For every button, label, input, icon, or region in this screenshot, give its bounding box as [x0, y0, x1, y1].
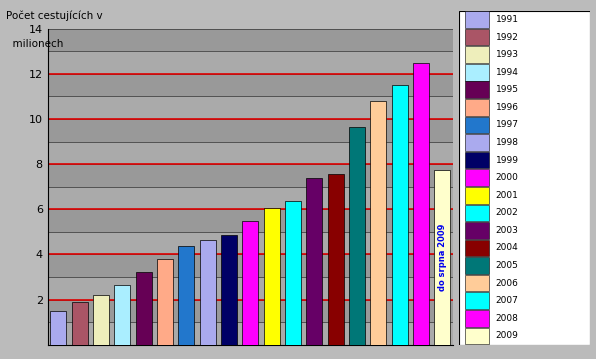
Bar	[200, 240, 216, 345]
Text: 2008: 2008	[496, 314, 519, 323]
FancyBboxPatch shape	[465, 240, 489, 256]
Bar	[48, 6, 453, 29]
Bar	[48, 119, 453, 141]
FancyBboxPatch shape	[465, 11, 489, 28]
Bar	[48, 209, 453, 232]
Bar	[48, 29, 453, 51]
Text: 2007: 2007	[496, 296, 519, 305]
Text: 1993: 1993	[496, 50, 519, 59]
Bar	[48, 141, 453, 164]
Text: 1992: 1992	[496, 33, 519, 42]
FancyBboxPatch shape	[459, 11, 590, 345]
Bar	[72, 302, 88, 345]
FancyBboxPatch shape	[465, 327, 489, 344]
Text: Počet cestujících v: Počet cestujících v	[6, 11, 103, 21]
Bar	[328, 174, 344, 345]
Text: 2006: 2006	[496, 279, 519, 288]
Text: 1997: 1997	[496, 121, 519, 130]
FancyBboxPatch shape	[465, 152, 489, 168]
Text: 2000: 2000	[496, 173, 519, 182]
Bar	[48, 74, 453, 97]
Bar	[285, 201, 301, 345]
Bar	[178, 247, 194, 345]
Bar	[48, 51, 453, 74]
Bar	[306, 178, 322, 345]
FancyBboxPatch shape	[465, 310, 489, 327]
Bar	[221, 235, 237, 345]
Bar	[114, 285, 131, 345]
FancyBboxPatch shape	[465, 257, 489, 274]
Text: 1991: 1991	[496, 15, 519, 24]
Bar	[434, 170, 451, 345]
Bar	[48, 97, 453, 119]
Bar	[136, 272, 151, 345]
FancyBboxPatch shape	[465, 205, 489, 221]
Text: 1999: 1999	[496, 156, 519, 165]
Bar	[157, 259, 173, 345]
Text: 1998: 1998	[496, 138, 519, 147]
FancyBboxPatch shape	[465, 222, 489, 239]
FancyBboxPatch shape	[465, 275, 489, 292]
Text: milionech: milionech	[6, 39, 63, 50]
Text: 1994: 1994	[496, 68, 519, 77]
Bar	[48, 277, 453, 299]
FancyBboxPatch shape	[465, 81, 489, 98]
Bar	[50, 311, 66, 345]
Bar	[93, 295, 109, 345]
Bar	[48, 164, 453, 187]
Bar	[349, 127, 365, 345]
Text: do srpna 2009: do srpna 2009	[438, 224, 447, 291]
Text: 2001: 2001	[496, 191, 519, 200]
FancyBboxPatch shape	[465, 29, 489, 46]
Text: 2004: 2004	[496, 243, 519, 252]
Text: 1995: 1995	[496, 85, 519, 94]
FancyBboxPatch shape	[465, 134, 489, 151]
Bar	[48, 322, 453, 345]
Bar	[48, 232, 453, 255]
Bar	[263, 208, 280, 345]
Text: 2002: 2002	[496, 208, 519, 217]
FancyBboxPatch shape	[465, 187, 489, 204]
Text: 2009: 2009	[496, 331, 519, 340]
Bar	[48, 299, 453, 322]
Bar	[413, 62, 429, 345]
Bar	[243, 220, 258, 345]
FancyBboxPatch shape	[465, 64, 489, 81]
FancyBboxPatch shape	[465, 46, 489, 63]
FancyBboxPatch shape	[465, 99, 489, 116]
FancyBboxPatch shape	[465, 117, 489, 133]
Text: 1996: 1996	[496, 103, 519, 112]
Text: 2005: 2005	[496, 261, 519, 270]
Bar	[392, 85, 408, 345]
Bar	[48, 255, 453, 277]
FancyBboxPatch shape	[465, 292, 489, 309]
Bar	[370, 101, 386, 345]
Text: 2003: 2003	[496, 226, 519, 235]
FancyBboxPatch shape	[465, 169, 489, 186]
Bar	[48, 187, 453, 209]
